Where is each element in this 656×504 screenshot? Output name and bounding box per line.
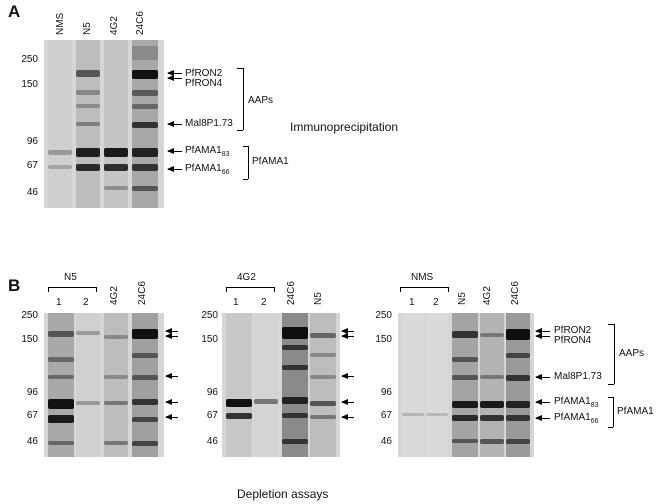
mw-marker-46: 46	[206, 436, 218, 447]
mw-marker-67: 67	[380, 410, 392, 421]
arrow-icon	[167, 166, 182, 172]
gel-depletion-nms	[398, 313, 534, 457]
lane-label-1: 1	[233, 297, 239, 308]
arrow-icon	[341, 414, 354, 420]
mw-marker-150: 150	[201, 334, 218, 345]
gel-lane-2	[254, 313, 278, 457]
lane-label-4g2: 4G2	[482, 286, 493, 305]
gel-immunoprecipitation	[44, 40, 164, 208]
arrow-icon	[167, 121, 182, 127]
bracket-label-nms: NMS	[411, 272, 434, 283]
arrow-icon	[165, 373, 178, 379]
arrow-icon	[167, 75, 182, 81]
gel-depletion-4g2	[222, 313, 340, 457]
lane-label-n5: N5	[82, 22, 93, 35]
gel-lane-24c6	[132, 313, 158, 457]
mw-marker-67: 67	[206, 410, 218, 421]
mw-marker-250: 250	[21, 310, 38, 321]
gel-lane-4g2	[480, 313, 504, 457]
group-label-aaps: AAPs	[619, 348, 645, 359]
mw-marker-250: 250	[21, 54, 38, 65]
group-label-aaps: AAPs	[248, 95, 274, 106]
lane-label-4g2: 4G2	[109, 286, 120, 305]
gel-lane-1	[402, 313, 424, 457]
gel-lane-1	[48, 313, 74, 457]
lane-label-2: 2	[83, 297, 89, 308]
gel-depletion-n5	[44, 313, 164, 457]
arrow-icon	[341, 328, 354, 334]
label-mal8p1: Mal8P1.73	[554, 371, 602, 382]
gel-lane-24c6	[282, 313, 308, 457]
gel-lane-1	[226, 313, 252, 457]
arrow-icon	[535, 374, 550, 380]
mw-marker-46: 46	[380, 436, 392, 447]
lane-label-24c6: 24C6	[137, 281, 148, 305]
arrow-icon	[341, 399, 354, 405]
mw-marker-250: 250	[375, 310, 392, 321]
gel-lane-2	[76, 313, 100, 457]
label-pfron4: PfRON4	[554, 335, 592, 346]
label-pfama1-83: PfAMA183	[554, 396, 599, 409]
lane-label-24c6: 24C6	[510, 281, 521, 305]
arrow-icon	[341, 373, 354, 379]
mw-marker-46: 46	[26, 436, 38, 447]
arrow-icon	[165, 328, 178, 334]
mw-marker-96: 96	[26, 387, 38, 398]
label-pfama1-66: PfAMA166	[554, 412, 599, 425]
arrow-icon	[165, 399, 178, 405]
arrow-icon	[167, 148, 182, 154]
mw-marker-67: 67	[26, 410, 38, 421]
bracket-label-4g2: 4G2	[237, 272, 256, 283]
lane-label-n5: N5	[313, 292, 324, 305]
label-pfron2: PfRON2	[554, 325, 592, 336]
bracket-label-n5: N5	[64, 272, 77, 283]
arrow-icon	[535, 333, 550, 339]
arrow-icon	[341, 333, 354, 339]
caption-immunoprecipitation: Immunoprecipitation	[290, 120, 399, 134]
gel-lane-4g2	[104, 40, 128, 208]
label-mal8p1: Mal8P1.73	[185, 118, 233, 129]
gel-lane-nms	[48, 40, 72, 208]
arrow-icon	[165, 414, 178, 420]
lane-label-1: 1	[409, 297, 415, 308]
panel-a-label: A	[8, 2, 21, 21]
label-pfron2: PfRON2	[185, 68, 223, 79]
gel-lane-24c6	[132, 40, 158, 208]
arrow-icon	[535, 415, 550, 421]
gel-lane-4g2	[104, 313, 128, 457]
mw-marker-46: 46	[26, 187, 38, 198]
mw-marker-96: 96	[380, 387, 392, 398]
mw-marker-150: 150	[21, 334, 38, 345]
lane-label-24c6: 24C6	[286, 281, 297, 305]
arrow-icon	[535, 328, 550, 334]
mw-marker-67: 67	[26, 160, 38, 171]
arrow-icon	[535, 399, 550, 405]
lane-label-24c6: 24C6	[135, 11, 146, 35]
group-label-pfama1: PfAMA1	[252, 156, 289, 167]
gel-lane-24c6	[506, 313, 530, 457]
mw-marker-250: 250	[201, 310, 218, 321]
lane-label-2: 2	[433, 297, 439, 308]
gel-lane-n5	[76, 40, 100, 208]
caption-depletion-assays: Depletion assays	[237, 487, 329, 501]
panel-b-label: B	[8, 276, 21, 295]
mw-marker-150: 150	[21, 79, 38, 90]
lane-label-nms: NMS	[55, 12, 66, 35]
arrow-icon	[165, 333, 178, 339]
lane-label-4g2: 4G2	[109, 16, 120, 35]
mw-marker-96: 96	[26, 136, 38, 147]
label-pfama1-83: PfAMA183	[185, 145, 230, 158]
gel-lane-2	[426, 313, 448, 457]
mw-marker-150: 150	[375, 334, 392, 345]
lane-label-1: 1	[56, 297, 62, 308]
group-label-pfama1: PfAMA1	[617, 406, 654, 417]
arrow-icon	[167, 70, 182, 76]
label-pfron4: PfRON4	[185, 78, 223, 89]
lane-label-n5: N5	[457, 292, 468, 305]
mw-marker-96: 96	[206, 387, 218, 398]
gel-lane-n5	[452, 313, 478, 457]
gel-lane-n5	[310, 313, 336, 457]
label-pfama1-66: PfAMA166	[185, 163, 230, 176]
lane-label-2: 2	[261, 297, 267, 308]
